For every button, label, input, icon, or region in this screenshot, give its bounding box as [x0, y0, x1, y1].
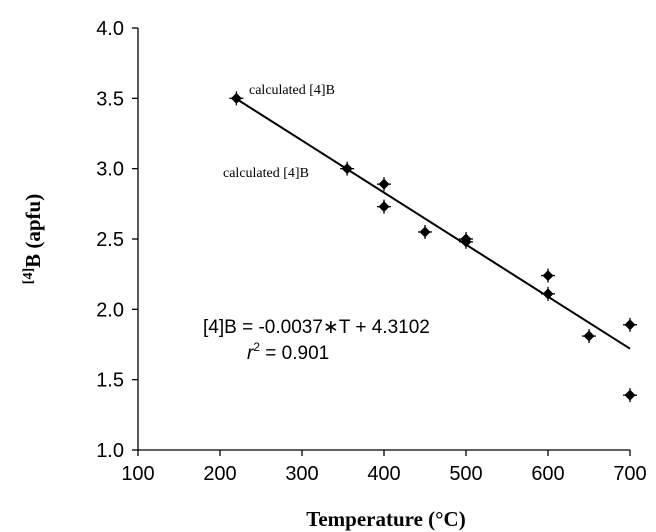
- y-tick-label: 2.0: [96, 299, 124, 321]
- y-tick-label: 2.5: [96, 229, 124, 251]
- r-squared: r2 = 0.901: [247, 340, 329, 364]
- x-tick-label: 300: [285, 463, 318, 485]
- point-label-2: calculated [4]B: [223, 166, 309, 181]
- data-point: [582, 329, 596, 344]
- x-ticks: 100 200 300 400 500 600 700: [121, 450, 647, 485]
- point-label-1: calculated [4]B: [249, 83, 335, 98]
- y-axis-title-superscript: [4]: [21, 268, 36, 284]
- data-point: [459, 234, 473, 249]
- y-axis-title-main: B (apfu): [21, 194, 45, 268]
- x-tick-label: 500: [449, 463, 482, 485]
- y-ticks: 1.0 1.5 2.0 2.5 3.0 3.5 4.0: [96, 18, 138, 462]
- x-tick-label: 700: [613, 463, 646, 485]
- data-point: [541, 286, 555, 301]
- data-point: [377, 177, 391, 192]
- regression-equation: [4]B = -0.0037∗T + 4.3102: [203, 317, 430, 338]
- data-point: [623, 388, 637, 403]
- data-point: [541, 268, 555, 283]
- data-point: [377, 199, 391, 214]
- trendline: [235, 98, 631, 350]
- r2-value: = 0.901: [260, 343, 329, 364]
- x-tick-label: 600: [531, 463, 564, 485]
- r2-symbol: r: [247, 343, 254, 364]
- data-point: [623, 317, 637, 332]
- x-tick-label: 100: [121, 463, 154, 485]
- x-tick-label: 200: [203, 463, 236, 485]
- y-tick-label: 1.0: [96, 440, 124, 462]
- y-tick-label: 3.0: [96, 159, 124, 181]
- data-point: [229, 91, 244, 106]
- r2-exponent: 2: [253, 340, 260, 354]
- y-axis-title: [4]B (apfu): [21, 194, 45, 284]
- y-tick-label: 4.0: [96, 18, 124, 40]
- x-axis-title: Temperature (°C): [306, 507, 465, 531]
- data-point: [340, 161, 355, 176]
- x-tick-label: 400: [367, 463, 400, 485]
- y-tick-label: 3.5: [96, 88, 124, 110]
- data-points: [229, 91, 637, 403]
- y-tick-label: 1.5: [96, 370, 124, 392]
- data-point: [418, 224, 432, 239]
